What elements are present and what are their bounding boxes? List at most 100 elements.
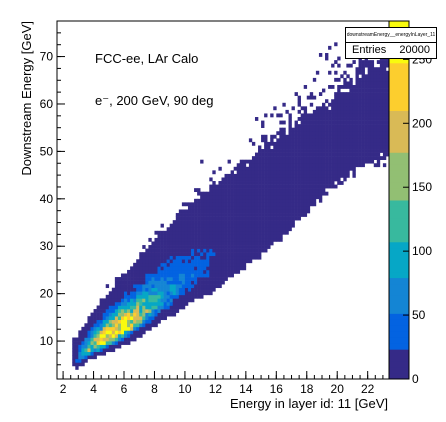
heatmap-cell [337,117,341,121]
heatmap-cell [169,259,174,264]
heatmap-cell [160,305,164,310]
heatmap-cell [184,266,189,271]
heatmap-cell [355,149,359,153]
heatmap-cell [370,109,375,114]
heatmap-cell [200,241,204,246]
heatmap-cell [264,195,268,200]
heatmap-cell [224,181,228,185]
heatmap-cell [230,216,234,221]
heatmap-cell [139,298,143,303]
heatmap-cell [285,227,289,232]
color-bar-segment [389,295,409,302]
heatmap-cell [236,166,241,171]
stats-entries-value: 20000 [399,44,430,56]
heatmap-cell [233,259,238,264]
heatmap-cell [367,117,372,121]
heatmap-cell [151,273,155,278]
heatmap-cell [233,255,238,260]
heatmap-cell [361,163,365,168]
heatmap-cell [114,309,119,313]
heatmap-cell [334,99,338,104]
y-tick-label: 20 [40,287,54,301]
heatmap-cell [114,316,119,321]
heatmap-cell [367,141,372,146]
color-bar-segment [389,116,409,123]
heatmap-cell [270,173,274,178]
heatmap-cell [242,181,247,185]
heatmap-cell [81,341,85,345]
heatmap-cell [203,209,207,214]
heatmap-cell [282,152,286,157]
heatmap-cell [276,156,280,160]
heatmap-cell [312,170,317,175]
heatmap-cell [239,237,244,242]
x-tick-label: 8 [151,382,158,396]
heatmap-cell [325,124,329,128]
color-bar-segment [389,355,409,362]
heatmap-cell [184,273,189,278]
color-bar-segment [389,313,409,320]
heatmap-cell [215,284,219,289]
heatmap-cell [309,163,314,168]
heatmap-cell [279,216,283,221]
heatmap-cell [191,255,195,260]
heatmap-cell [169,245,174,249]
heatmap-cell [209,177,213,182]
heatmap-cell [160,273,164,278]
heatmap-cell [318,117,323,121]
color-bar-segment [389,134,409,141]
heatmap-cell [303,124,308,128]
heatmap-cell [376,120,381,125]
heatmap-cell [194,213,198,217]
annotation-detector: FCC-ee, LAr Calo [95,51,198,66]
heatmap-cell [181,255,186,260]
heatmap-cell [145,309,149,313]
heatmap-cell [96,341,100,345]
heatmap-cell [352,134,356,139]
heatmap-cell [84,355,88,360]
heatmap-cell [300,106,305,111]
heatmap-cell [373,67,378,72]
heatmap-cell [297,184,301,189]
heatmap-cell [270,241,274,246]
color-bar-segment [389,259,409,267]
heatmap-cell [99,326,103,331]
heatmap-cell [355,109,359,114]
heatmap-cell [78,330,82,335]
heatmap-cell [197,188,201,193]
heatmap-cell [258,220,262,225]
heatmap-cell [178,269,183,274]
heatmap-cell [270,202,274,207]
heatmap-cell [245,177,250,182]
heatmap-cell [166,237,170,242]
heatmap-cell [160,259,164,264]
heatmap-cell [145,323,149,328]
heatmap-cell [349,77,353,82]
heatmap-cell [309,149,314,153]
heatmap-cell [178,213,183,217]
heatmap-cell [382,95,387,100]
heatmap-cell [154,237,158,242]
heatmap-cell [142,298,146,303]
heatmap-cell [373,131,378,136]
heatmap-cell [194,188,198,193]
heatmap-cell [321,149,326,153]
heatmap-cell [203,195,207,200]
heatmap-cell [382,113,387,118]
heatmap-cell [194,209,198,214]
heatmap-cell [130,312,134,317]
heatmap-cell [358,131,362,136]
heatmap-cell [181,273,186,278]
heatmap-cell [172,273,177,278]
heatmap-cell [261,241,265,246]
heatmap-cell [236,188,241,193]
heatmap-cell [93,312,97,317]
heatmap-cell [181,298,186,303]
heatmap-cell [157,248,161,253]
heatmap-cell [373,74,378,79]
heatmap-cell [367,85,372,89]
heatmap-cell [218,181,222,185]
heatmap-cell [172,259,177,264]
heatmap-cell [276,177,280,182]
heatmap-cell [142,277,146,281]
